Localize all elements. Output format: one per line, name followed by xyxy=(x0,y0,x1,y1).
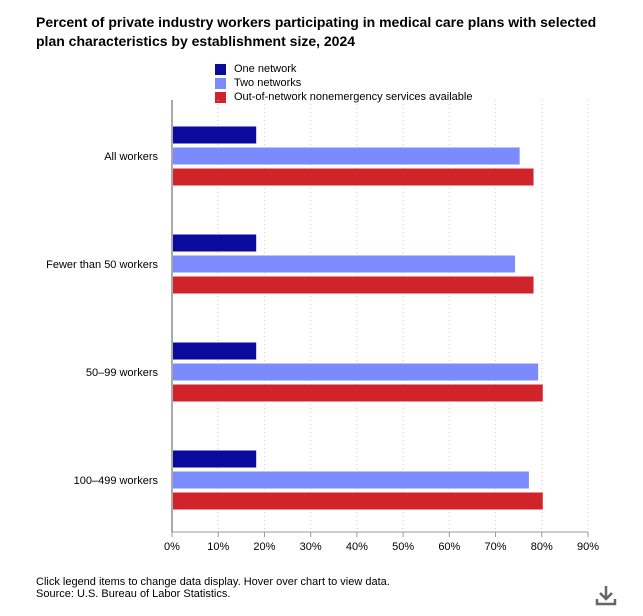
bar xyxy=(173,276,534,294)
x-tick-label: 60% xyxy=(438,541,460,553)
x-tick-label: 10% xyxy=(207,541,229,553)
legend-item-two-networks[interactable]: Two networks xyxy=(215,76,472,90)
category-label: 100–499 workers xyxy=(74,475,159,487)
legend-swatch xyxy=(215,77,226,89)
category-label: All workers xyxy=(104,151,158,163)
bar xyxy=(173,471,529,489)
bar xyxy=(173,147,520,165)
legend: One network Two networks Out-of-network … xyxy=(215,62,472,104)
legend-label: Two networks xyxy=(234,77,302,89)
x-tick-label: 70% xyxy=(485,541,507,553)
footnote-instructions: Click legend items to change data displa… xyxy=(36,576,390,588)
legend-swatch xyxy=(215,63,226,75)
bar xyxy=(173,492,543,510)
legend-label: One network xyxy=(234,63,297,75)
x-tick-label: 50% xyxy=(392,541,414,553)
category-label: 50–99 workers xyxy=(86,367,159,379)
footnote-source: Source: U.S. Bureau of Labor Statistics. xyxy=(36,588,231,600)
bar xyxy=(173,342,257,360)
bar xyxy=(173,450,257,468)
bar xyxy=(173,384,543,402)
footnote: Click legend items to change data displa… xyxy=(36,576,390,600)
chart-title: Percent of private industry workers part… xyxy=(36,14,597,49)
x-tick-label: 90% xyxy=(577,541,599,553)
legend-swatch xyxy=(215,91,226,103)
category-label: Fewer than 50 workers xyxy=(46,259,158,271)
legend-item-one-network[interactable]: One network xyxy=(215,62,472,76)
download-icon[interactable] xyxy=(594,583,618,607)
x-tick-label: 0% xyxy=(164,541,180,553)
x-tick-label: 30% xyxy=(300,541,322,553)
legend-label: Out-of-network nonemergency services ava… xyxy=(234,91,473,103)
bar xyxy=(173,363,539,381)
legend-item-out-of-network[interactable]: Out-of-network nonemergency services ava… xyxy=(215,90,472,104)
x-tick-label: 80% xyxy=(531,541,553,553)
bar xyxy=(173,255,516,273)
bar xyxy=(173,126,257,144)
bar xyxy=(173,168,534,186)
x-tick-label: 20% xyxy=(253,541,275,553)
x-tick-label: 40% xyxy=(346,541,368,553)
bar xyxy=(173,234,257,252)
